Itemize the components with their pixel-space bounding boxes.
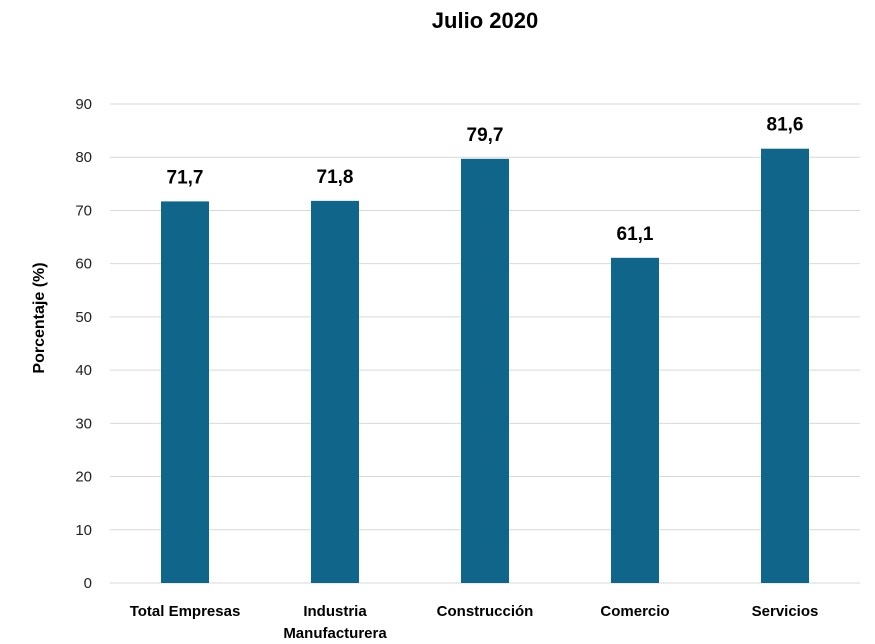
x-tick-label: Comercio <box>600 603 669 620</box>
x-axis-ticks: Total Empresas Industria Manufacturera Cons… <box>130 603 819 642</box>
data-label: 71,7 <box>167 167 204 188</box>
chart-title: Julio 2020 <box>432 8 538 33</box>
y-tick-label: 60 <box>75 256 92 273</box>
y-tick-label: 10 <box>75 522 92 539</box>
y-tick-label: 30 <box>75 415 92 432</box>
bars <box>161 148 809 583</box>
y-tick-label: 20 <box>75 469 92 486</box>
y-tick-label: 90 <box>75 96 92 113</box>
y-tick-label: 50 <box>75 309 92 326</box>
x-tick-label: Industria Manufacturera <box>283 603 387 642</box>
bar <box>161 201 209 583</box>
y-tick-label: 70 <box>75 202 92 219</box>
y-axis-label: Porcentaje (%) <box>31 262 48 373</box>
data-label: 61,1 <box>617 224 654 245</box>
bar <box>461 158 509 583</box>
data-label: 71,8 <box>317 167 354 188</box>
x-tick-label-line: Servicios <box>752 603 819 620</box>
x-tick-label: Servicios <box>752 603 819 620</box>
bar <box>311 200 359 583</box>
y-tick-label: 80 <box>75 149 92 166</box>
x-tick-label-line: Comercio <box>600 603 669 620</box>
data-labels: 71,7 71,8 79,7 61,1 81,6 <box>167 115 804 245</box>
x-tick-label-line: Construcción <box>437 603 534 620</box>
x-tick-label-line: Manufacturera <box>283 625 387 642</box>
y-tick-label: 40 <box>75 362 92 379</box>
x-tick-label: Total Empresas <box>130 603 241 620</box>
x-tick-label: Construcción <box>437 603 534 620</box>
x-tick-label-line: Total Empresas <box>130 603 241 620</box>
y-axis-ticks: 0 10 20 30 40 50 60 70 80 90 <box>75 96 92 592</box>
data-label: 81,6 <box>767 115 804 136</box>
bar <box>761 148 809 583</box>
x-tick-label-line: Industria <box>303 603 367 620</box>
bar <box>611 257 659 583</box>
data-label: 79,7 <box>467 125 504 146</box>
y-tick-label: 0 <box>84 575 92 592</box>
